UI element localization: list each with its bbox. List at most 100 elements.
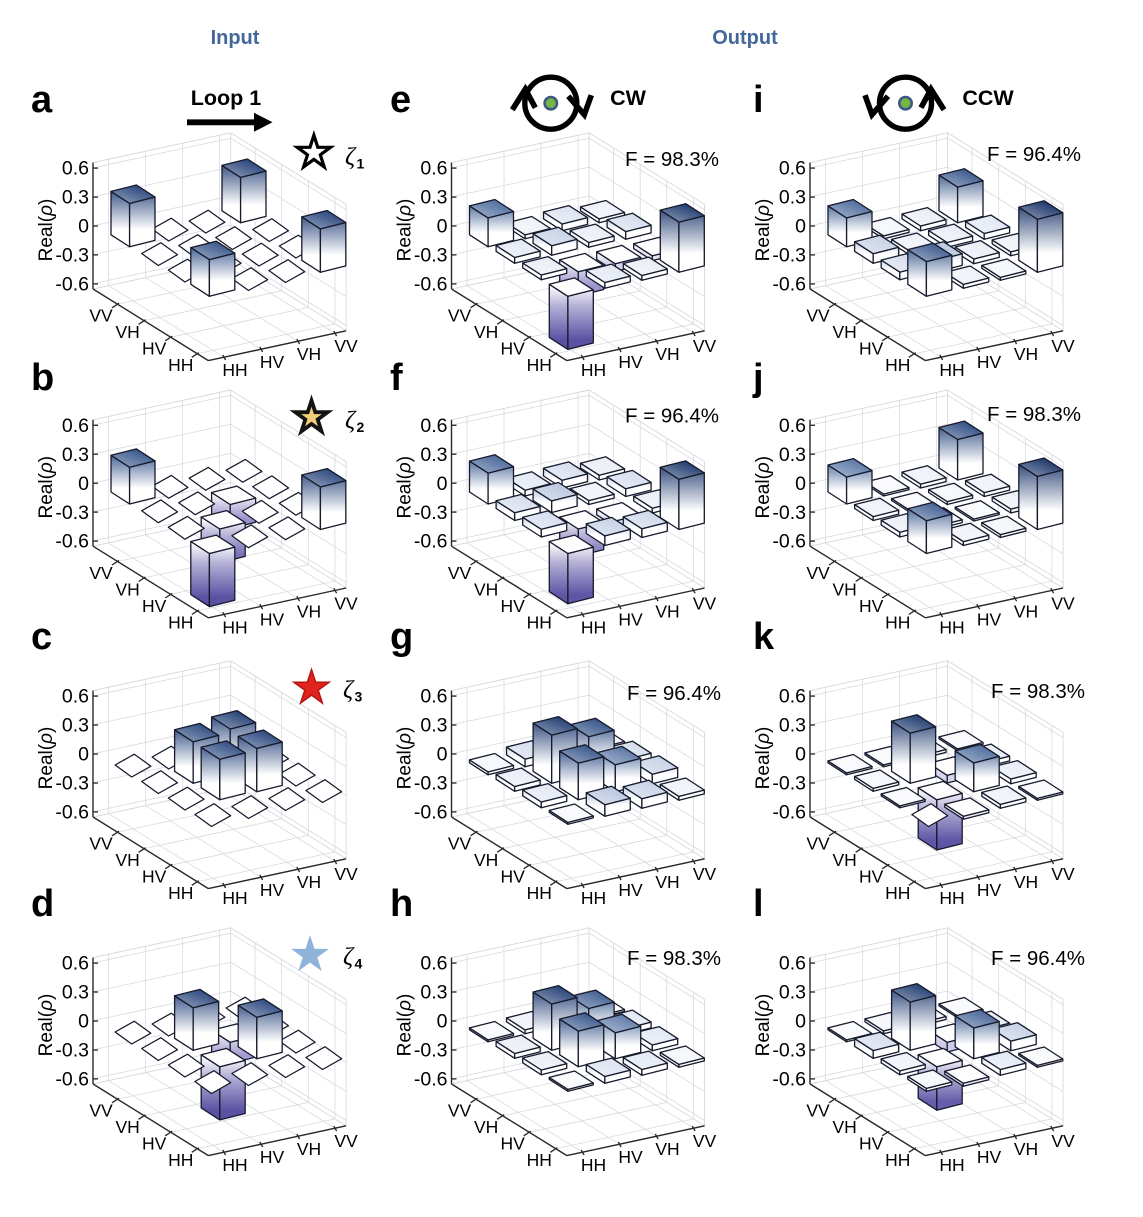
svg-text:VH: VH <box>1014 601 1038 621</box>
svg-text:HH: HH <box>527 883 552 903</box>
svg-text:HH: HH <box>581 888 606 908</box>
svg-text:0.3: 0.3 <box>420 982 447 1004</box>
svg-text:Real(ρ): Real(ρ) <box>753 727 774 790</box>
svg-text:HH: HH <box>527 1150 552 1170</box>
svg-text:0.6: 0.6 <box>779 686 806 708</box>
svg-text:-0.6: -0.6 <box>414 1069 448 1091</box>
svg-text:h: h <box>390 883 413 925</box>
svg-text:-0.3: -0.3 <box>772 245 806 267</box>
svg-text:HV: HV <box>859 867 884 887</box>
svg-text:HH: HH <box>222 1155 247 1175</box>
svg-text:0.6: 0.6 <box>62 415 89 437</box>
svg-text:HV: HV <box>142 1134 167 1154</box>
svg-text:Loop 1: Loop 1 <box>191 86 262 110</box>
svg-text:HH: HH <box>885 355 910 375</box>
svg-text:HV: HV <box>501 867 526 887</box>
svg-text:VH: VH <box>297 872 321 892</box>
svg-text:HH: HH <box>885 1150 910 1170</box>
svg-text:HH: HH <box>581 1155 606 1175</box>
svg-text:HH: HH <box>939 360 964 380</box>
svg-text:HH: HH <box>939 1155 964 1175</box>
svg-text:HV: HV <box>260 880 285 900</box>
svg-text:-0.3: -0.3 <box>414 773 448 795</box>
svg-text:HH: HH <box>885 612 910 632</box>
svg-text:Real(ρ): Real(ρ) <box>36 199 57 262</box>
svg-text:HV: HV <box>859 596 884 616</box>
svg-text:HH: HH <box>222 360 247 380</box>
svg-text:VH: VH <box>655 601 679 621</box>
svg-text:VV: VV <box>89 563 113 583</box>
svg-text:HV: HV <box>501 596 526 616</box>
svg-text:0: 0 <box>78 1011 89 1033</box>
svg-text:VV: VV <box>448 563 472 583</box>
svg-text:VH: VH <box>655 1139 679 1159</box>
svg-text:VV: VV <box>448 306 472 326</box>
svg-text:-0.3: -0.3 <box>414 1040 448 1062</box>
svg-text:-0.3: -0.3 <box>55 1040 89 1062</box>
svg-text:0.3: 0.3 <box>420 187 447 209</box>
svg-text:HH: HH <box>581 617 606 637</box>
svg-text:-0.6: -0.6 <box>772 274 806 296</box>
svg-text:VH: VH <box>115 579 139 599</box>
svg-text:HV: HV <box>859 339 884 359</box>
svg-text:F = 98.3%: F = 98.3% <box>627 947 721 970</box>
svg-text:VV: VV <box>334 1131 358 1151</box>
svg-text:4: 4 <box>355 956 363 972</box>
svg-text:VV: VV <box>693 593 717 613</box>
svg-text:VH: VH <box>297 344 321 364</box>
svg-text:CCW: CCW <box>962 86 1014 110</box>
svg-text:VH: VH <box>115 322 139 342</box>
svg-text:HV: HV <box>260 609 285 629</box>
svg-text:0.6: 0.6 <box>779 953 806 975</box>
svg-text:VV: VV <box>89 306 113 326</box>
svg-text:Real(ρ): Real(ρ) <box>395 456 416 519</box>
svg-text:F = 98.3%: F = 98.3% <box>987 403 1081 426</box>
svg-text:F = 96.4%: F = 96.4% <box>627 682 721 705</box>
svg-text:CW: CW <box>610 86 647 110</box>
svg-text:0.6: 0.6 <box>62 158 89 180</box>
svg-text:HV: HV <box>501 1134 526 1154</box>
svg-text:VV: VV <box>334 593 358 613</box>
svg-text:VH: VH <box>474 322 498 342</box>
svg-text:0.3: 0.3 <box>420 444 447 466</box>
svg-text:VV: VV <box>1051 864 1075 884</box>
svg-text:VH: VH <box>474 579 498 599</box>
svg-text:1: 1 <box>357 156 365 172</box>
svg-text:F = 96.4%: F = 96.4% <box>987 143 1081 166</box>
svg-text:VV: VV <box>693 864 717 884</box>
svg-text:VH: VH <box>474 1117 498 1137</box>
svg-text:-0.6: -0.6 <box>772 802 806 824</box>
svg-text:HV: HV <box>260 352 285 372</box>
svg-text:0.6: 0.6 <box>420 158 447 180</box>
svg-text:VH: VH <box>832 1117 856 1137</box>
svg-text:-0.3: -0.3 <box>414 245 448 267</box>
svg-text:l: l <box>753 883 764 925</box>
svg-text:0.3: 0.3 <box>420 715 447 737</box>
svg-text:-0.6: -0.6 <box>55 274 89 296</box>
svg-text:-0.6: -0.6 <box>414 802 448 824</box>
svg-text:-0.6: -0.6 <box>772 1069 806 1091</box>
svg-text:HH: HH <box>168 355 193 375</box>
svg-text:VH: VH <box>655 344 679 364</box>
svg-text:Real(ρ): Real(ρ) <box>395 994 416 1057</box>
svg-text:0.3: 0.3 <box>62 715 89 737</box>
svg-text:-0.6: -0.6 <box>55 531 89 553</box>
svg-text:k: k <box>753 616 775 658</box>
svg-text:0.6: 0.6 <box>62 686 89 708</box>
svg-text:-0.3: -0.3 <box>55 773 89 795</box>
svg-text:0: 0 <box>437 473 448 495</box>
svg-text:0.3: 0.3 <box>779 715 806 737</box>
svg-text:HH: HH <box>885 883 910 903</box>
svg-text:b: b <box>31 357 54 399</box>
svg-text:0.6: 0.6 <box>779 415 806 437</box>
svg-text:HH: HH <box>222 617 247 637</box>
svg-text:-0.6: -0.6 <box>414 274 448 296</box>
svg-text:HV: HV <box>618 880 643 900</box>
svg-text:VV: VV <box>1051 593 1075 613</box>
svg-text:-0.6: -0.6 <box>414 531 448 553</box>
svg-text:VH: VH <box>655 872 679 892</box>
svg-text:HH: HH <box>527 612 552 632</box>
svg-text:VH: VH <box>1014 344 1038 364</box>
svg-text:HV: HV <box>142 867 167 887</box>
svg-text:0.6: 0.6 <box>62 953 89 975</box>
